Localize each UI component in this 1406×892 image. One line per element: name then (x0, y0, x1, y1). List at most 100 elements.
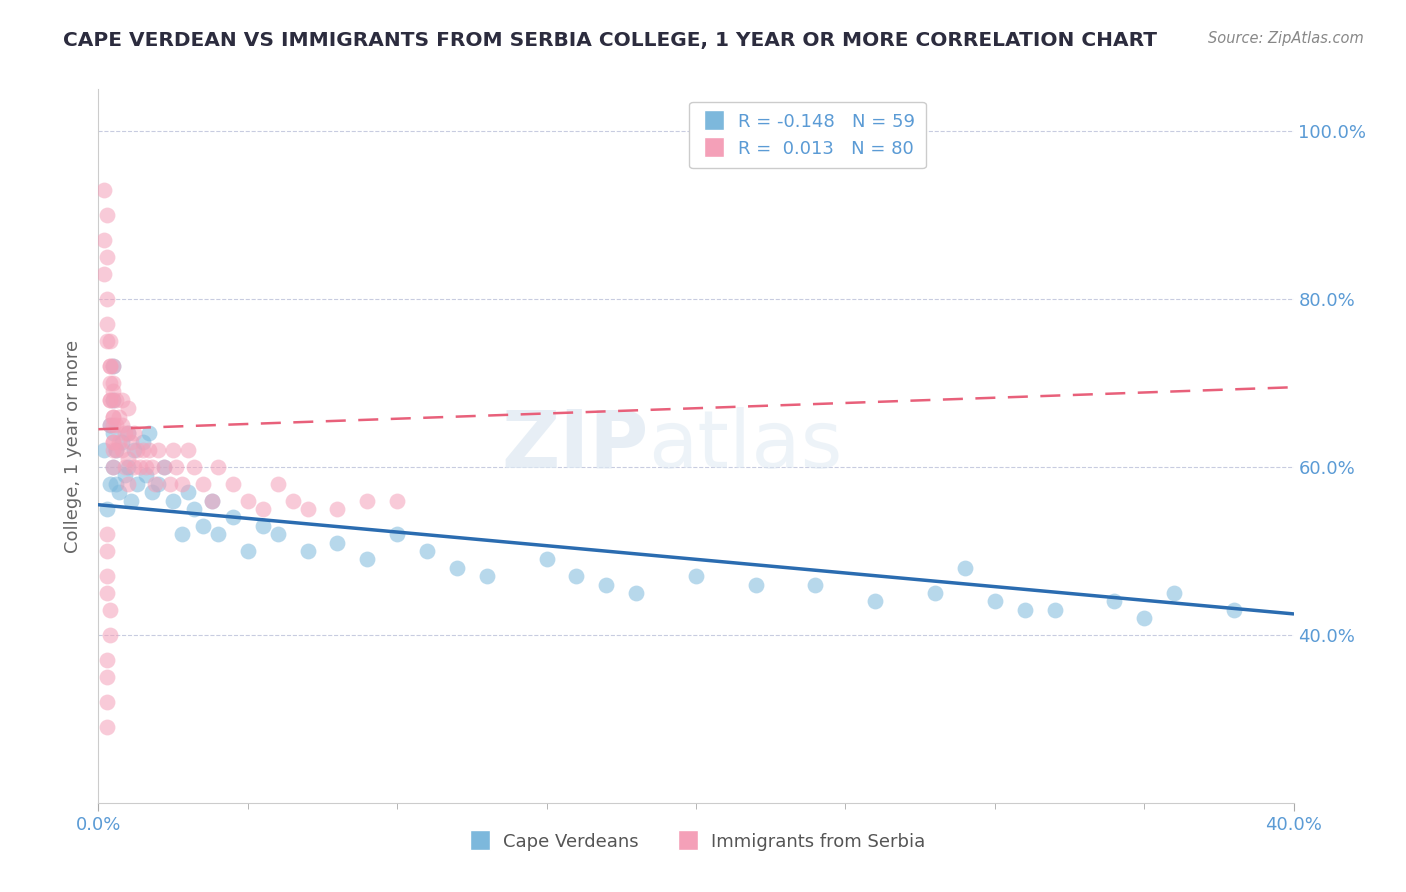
Point (177, 443, 200, 458)
Point (103, 426, 125, 441)
Point (124, 460, 146, 475)
Point (222, 510, 245, 524)
Point (356, 493, 378, 508)
Point (103, 384, 125, 399)
Point (98, 603, 122, 617)
Point (103, 434, 125, 449)
Point (96, 208, 118, 222)
Point (222, 476, 245, 491)
Point (98, 376, 122, 390)
Point (96, 502, 118, 516)
Point (114, 426, 136, 441)
Point (98, 359, 122, 374)
Point (132, 434, 155, 449)
Point (96, 292, 118, 306)
Point (105, 443, 128, 458)
Point (98, 334, 122, 348)
Point (1014, 603, 1036, 617)
Point (143, 476, 166, 491)
Legend: Cape Verdeans, Immigrants from Serbia: Cape Verdeans, Immigrants from Serbia (460, 826, 932, 858)
Point (96, 670, 118, 684)
Point (536, 552, 558, 566)
Point (135, 460, 157, 475)
Point (129, 460, 152, 475)
Point (385, 493, 409, 508)
Point (446, 560, 468, 574)
Point (120, 493, 142, 508)
Point (103, 460, 125, 475)
Point (326, 502, 349, 516)
Point (117, 476, 139, 491)
Point (96, 569, 118, 583)
Point (124, 426, 146, 441)
Point (356, 552, 378, 566)
Point (153, 460, 176, 475)
Point (1043, 603, 1066, 617)
Point (98, 392, 122, 407)
Point (111, 392, 134, 407)
Point (105, 392, 128, 407)
Point (93, 443, 115, 458)
Point (183, 502, 205, 516)
Point (111, 443, 134, 458)
Point (93, 233, 115, 247)
Point (385, 527, 409, 541)
Point (297, 502, 319, 516)
Point (103, 359, 125, 374)
Point (297, 544, 319, 558)
Point (153, 460, 176, 475)
Point (98, 392, 122, 407)
Point (924, 586, 946, 600)
Point (165, 460, 187, 475)
Point (117, 426, 139, 441)
Point (103, 460, 125, 475)
Point (475, 569, 498, 583)
Point (138, 426, 160, 441)
Point (159, 476, 181, 491)
Point (127, 476, 149, 491)
Point (201, 493, 224, 508)
Point (326, 535, 349, 549)
Point (135, 468, 157, 483)
Point (1223, 603, 1246, 617)
Point (281, 493, 304, 508)
Point (103, 434, 125, 449)
Point (117, 426, 139, 441)
Point (1133, 611, 1156, 625)
Point (132, 443, 155, 458)
Point (111, 434, 134, 449)
Point (96, 527, 118, 541)
Point (98, 417, 122, 432)
Point (108, 434, 131, 449)
Point (96, 720, 118, 734)
Point (103, 359, 125, 374)
Point (108, 409, 131, 424)
Point (96, 653, 118, 667)
Point (267, 476, 290, 491)
Text: atlas: atlas (648, 407, 842, 485)
Point (685, 569, 707, 583)
Point (416, 544, 439, 558)
Point (96, 250, 118, 264)
Point (105, 443, 128, 458)
Point (96, 586, 118, 600)
Point (96, 318, 118, 332)
Point (111, 417, 134, 432)
Point (138, 443, 160, 458)
Point (953, 560, 976, 574)
Point (252, 502, 274, 516)
Point (96, 695, 118, 709)
Text: CAPE VERDEAN VS IMMIGRANTS FROM SERBIA COLLEGE, 1 YEAR OR MORE CORRELATION CHART: CAPE VERDEAN VS IMMIGRANTS FROM SERBIA C… (63, 31, 1157, 50)
Point (984, 594, 1007, 608)
Point (103, 392, 125, 407)
Point (626, 586, 648, 600)
Point (565, 569, 588, 583)
Point (96, 544, 118, 558)
Point (108, 485, 131, 500)
Point (148, 476, 170, 491)
Point (103, 392, 125, 407)
Point (148, 443, 170, 458)
Point (172, 476, 194, 491)
Point (162, 443, 184, 458)
Point (105, 417, 128, 432)
